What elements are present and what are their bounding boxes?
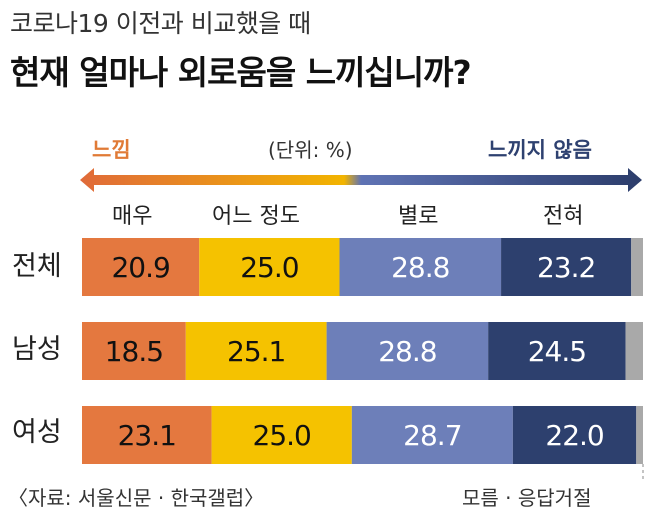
source-note: 〈자료: 서울신문 · 한국갤럽〉: [8, 486, 265, 510]
bar-segment-no-answer: [636, 406, 643, 464]
bar-segment-very: [82, 238, 200, 296]
chart-subtitle: 코로나19 이전과 비교했을 때: [10, 9, 311, 38]
bar-segment-not-much: [351, 406, 513, 464]
legend-label-somewhat: 어느 정도: [212, 204, 300, 229]
bar-segment-very: [82, 322, 186, 380]
unit-label: (단위: %): [268, 138, 353, 162]
legend-label-not-at-all: 전혀: [543, 204, 584, 229]
bar-segment-not-at-all: [501, 238, 632, 296]
data-label: 25.0: [253, 419, 311, 452]
data-label: 28.7: [403, 419, 461, 452]
data-label: 28.8: [378, 335, 436, 368]
bar-segment-not-at-all: [488, 322, 626, 380]
scale-left-label: 느낌: [92, 138, 131, 162]
data-label: 25.0: [240, 251, 298, 284]
bar-segment-somewhat: [211, 406, 352, 464]
bar-segment-no-answer: [631, 238, 643, 296]
data-label: 24.5: [528, 335, 586, 368]
bar-segment-no-answer: [625, 322, 643, 380]
data-label: 28.8: [391, 251, 449, 284]
data-label: 25.1: [227, 335, 285, 368]
data-label: 20.9: [111, 251, 169, 284]
row-label-total: 전체: [12, 251, 62, 282]
data-label: 23.1: [118, 419, 176, 452]
data-label: 23.2: [537, 251, 595, 284]
legend-label-very: 매우: [112, 204, 153, 229]
data-label: 18.5: [105, 335, 163, 368]
row-label-female: 여성: [12, 417, 62, 448]
scale-arrow-icon: [80, 168, 642, 192]
data-label: 22.0: [545, 419, 603, 452]
bar-segment-not-much: [326, 322, 489, 380]
scale-right-label: 느끼지 않음: [488, 138, 592, 162]
bar-segment-very: [82, 406, 212, 464]
no-answer-note: 모름 · 응답거절: [462, 486, 592, 510]
chart-title: 현재 얼마나 외로움을 느끼십니까?: [10, 53, 472, 92]
bar-segment-not-at-all: [512, 406, 637, 464]
bar-segment-not-much: [339, 238, 502, 296]
bar-segment-somewhat: [199, 238, 340, 296]
legend-label-not-much: 별로: [398, 204, 439, 229]
bar-segment-somewhat: [185, 322, 327, 380]
row-label-male: 남성: [12, 334, 62, 365]
